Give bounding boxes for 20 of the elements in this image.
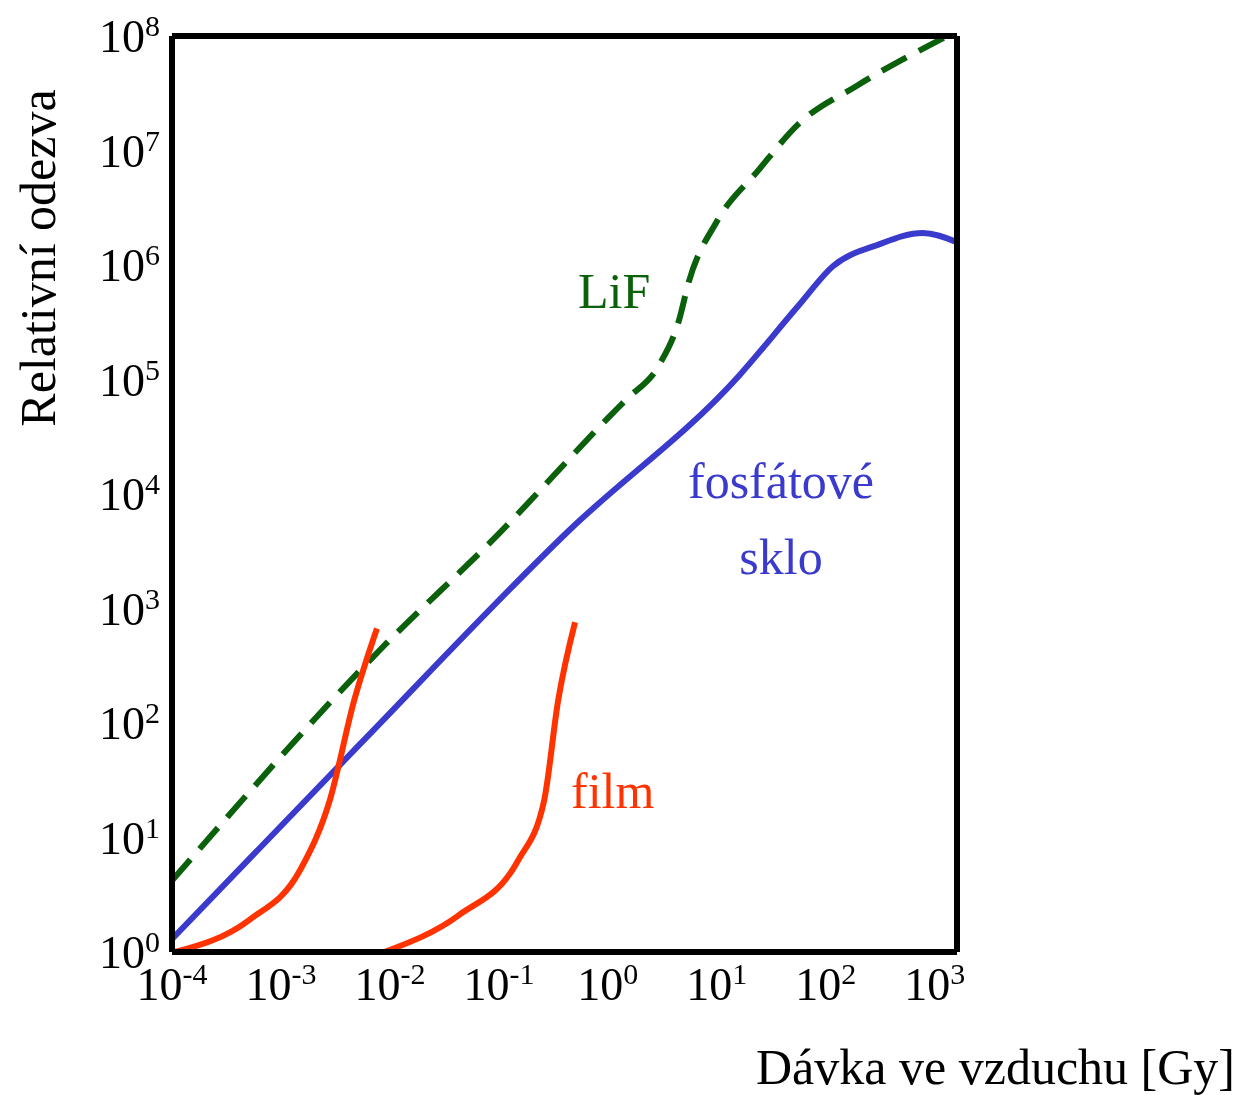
- text: film: [571, 762, 655, 821]
- x-tick-label: 10$^{2}$: [795, 956, 857, 1010]
- x-axis-title: Dávka ve vzduchu [Gy]: [756, 1038, 1235, 1095]
- x-tick-label: 10$^{3}$: [904, 956, 966, 1010]
- y-tick-label: 10$^{3}$: [99, 581, 160, 635]
- y-tick-label: 10$^{7}$: [99, 123, 160, 177]
- series-label: fosfátové sklo: [688, 452, 875, 587]
- y-tick-label: 10$^{6}$: [99, 237, 160, 291]
- series-label: LiF: [578, 262, 651, 321]
- x-tick-label: 10$^{1}$: [686, 956, 748, 1010]
- y-tick-label: 10$^{5}$: [99, 352, 160, 406]
- y-axis-title: Relativní odezva: [9, 89, 67, 427]
- x-tick-label: 10$^{-3}$: [245, 956, 317, 1010]
- y-tick-label: 10$^{1}$: [99, 810, 160, 864]
- x-tick-label: 10$^{-2}$: [354, 956, 426, 1010]
- x-tick-label: 10$^{-1}$: [463, 956, 535, 1010]
- y-tick-label: 10$^{4}$: [99, 466, 160, 520]
- x-tick-label: 10$^{0}$: [577, 956, 639, 1010]
- y-tick-label: 10$^{2}$: [99, 695, 160, 749]
- y-tick-label: 10$^{8}$: [99, 8, 160, 62]
